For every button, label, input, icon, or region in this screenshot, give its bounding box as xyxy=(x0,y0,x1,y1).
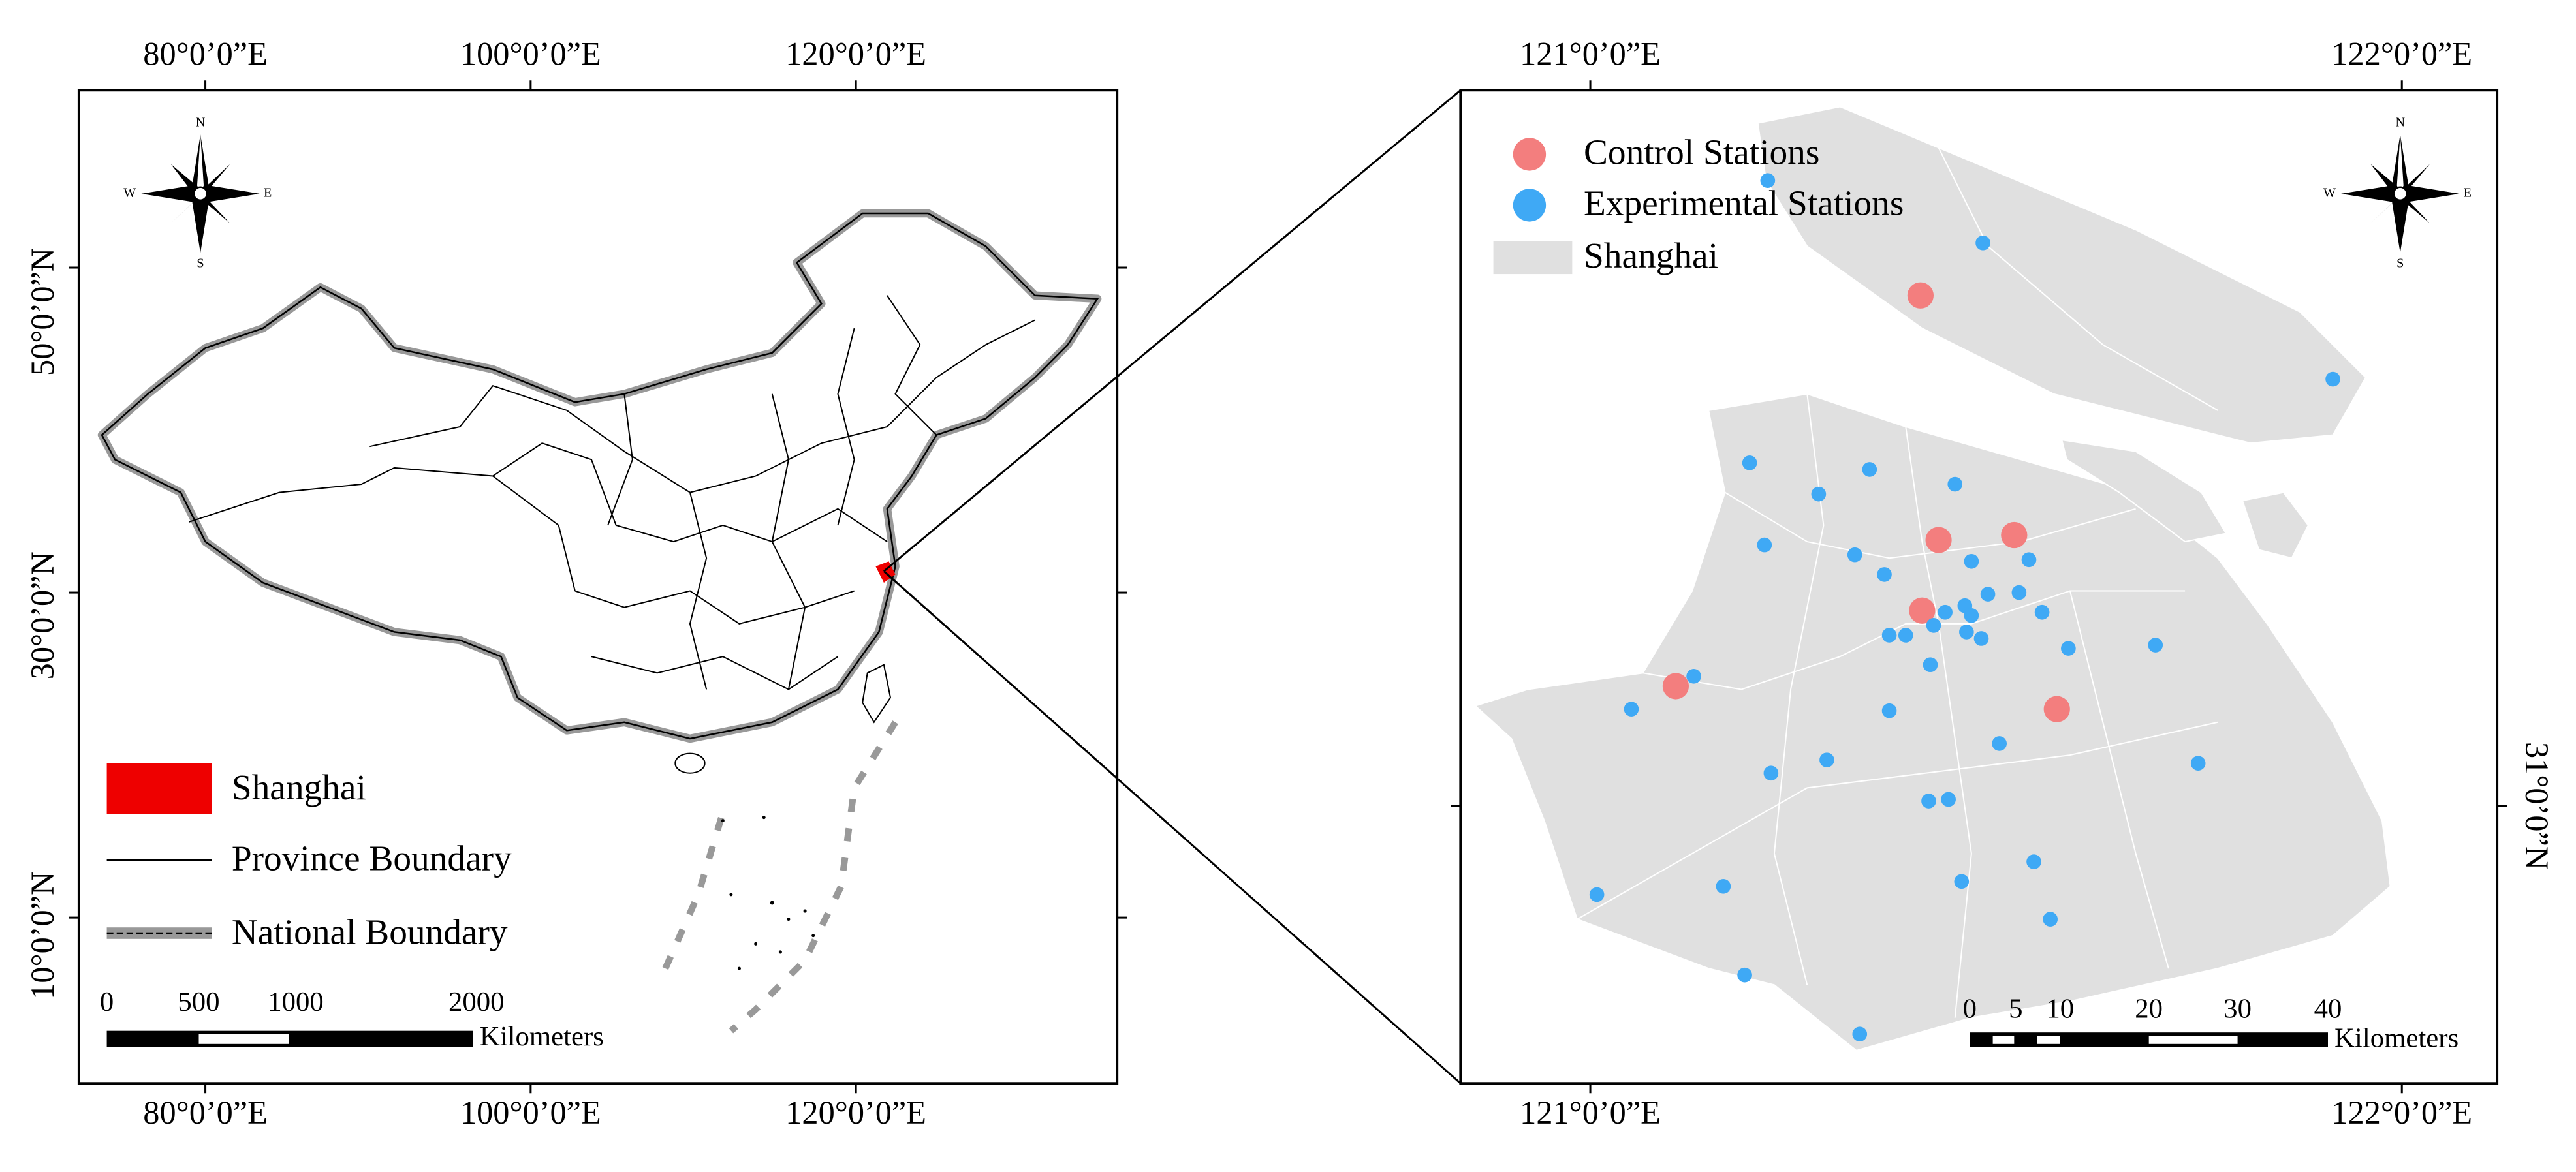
lon-label: 100°0’0”E xyxy=(460,1094,601,1131)
scale-label: 1000 xyxy=(268,987,324,1017)
compass xyxy=(2341,134,2460,253)
scale-label: 30 xyxy=(2223,993,2252,1024)
shanghai-area xyxy=(1473,106,2391,1051)
scale-label: 500 xyxy=(178,987,219,1017)
compass-label: S xyxy=(196,256,204,271)
legend-label: Shanghai xyxy=(1584,236,1718,275)
maritime-boundary xyxy=(662,720,898,1034)
compass-label: W xyxy=(2323,185,2336,200)
compass-label: W xyxy=(123,185,136,200)
lon-label: 120°0’0”E xyxy=(785,36,926,72)
taiwan xyxy=(862,664,892,724)
legend-swatch xyxy=(1513,189,1547,222)
lat-label: 50°0’0”N xyxy=(24,248,61,376)
legend-label: Province Boundary xyxy=(232,838,512,878)
connector xyxy=(883,570,1462,1085)
hainan xyxy=(674,752,706,774)
province-boundaries xyxy=(189,295,1035,690)
lat-label: 30°0’0”N xyxy=(24,551,61,679)
scale-label: 5 xyxy=(2009,993,2022,1024)
lon-label: 121°0’0”E xyxy=(1520,36,1661,72)
lon-label: 121°0’0”E xyxy=(1520,1094,1661,1131)
scale-label: 0 xyxy=(1963,993,1977,1024)
scale-label: 2000 xyxy=(448,987,505,1017)
scale-unit: Kilometers xyxy=(2334,1023,2458,1054)
legend-label: Shanghai xyxy=(232,767,366,807)
lat-label: 31°0’0”N xyxy=(2519,742,2555,870)
china-outline xyxy=(97,209,1102,743)
compass-label: S xyxy=(2396,256,2404,271)
experimental-stations xyxy=(1589,173,2340,1042)
legend-label: Experimental Stations xyxy=(1584,183,1904,223)
scale-bar xyxy=(1970,1032,2328,1047)
compass-label: N xyxy=(2395,115,2405,129)
legend-label: National Boundary xyxy=(232,912,508,951)
lon-label: 120°0’0”E xyxy=(785,1094,926,1131)
lon-label: 80°0’0”E xyxy=(143,36,268,72)
connector xyxy=(883,89,1462,572)
control-stations xyxy=(1662,282,2070,722)
legend-swatch xyxy=(106,763,212,814)
scale-bar xyxy=(106,1030,473,1047)
compass xyxy=(141,134,260,253)
legend-swatch xyxy=(1513,138,1547,171)
compass-label: E xyxy=(2464,185,2472,200)
compass-label: N xyxy=(196,115,206,129)
scale-label: 20 xyxy=(2135,993,2163,1024)
compass-label: E xyxy=(264,185,272,200)
legend-swatch xyxy=(1493,241,1573,275)
lon-label: 122°0’0”E xyxy=(2331,36,2472,72)
right-ticks xyxy=(1451,80,2507,1094)
scale-unit: Kilometers xyxy=(480,1021,604,1052)
left-ticks xyxy=(69,80,1127,1094)
legend-label: Control Stations xyxy=(1584,132,1819,172)
islands xyxy=(721,816,815,970)
scale-label: 0 xyxy=(100,987,114,1017)
lat-label: 10°0’0”N xyxy=(24,872,61,1000)
lon-label: 100°0’0”E xyxy=(460,36,601,72)
scale-label: 10 xyxy=(2046,993,2074,1024)
lon-label: 80°0’0”E xyxy=(143,1094,268,1131)
lon-label: 122°0’0”E xyxy=(2331,1094,2472,1131)
scale-label: 40 xyxy=(2314,993,2342,1024)
